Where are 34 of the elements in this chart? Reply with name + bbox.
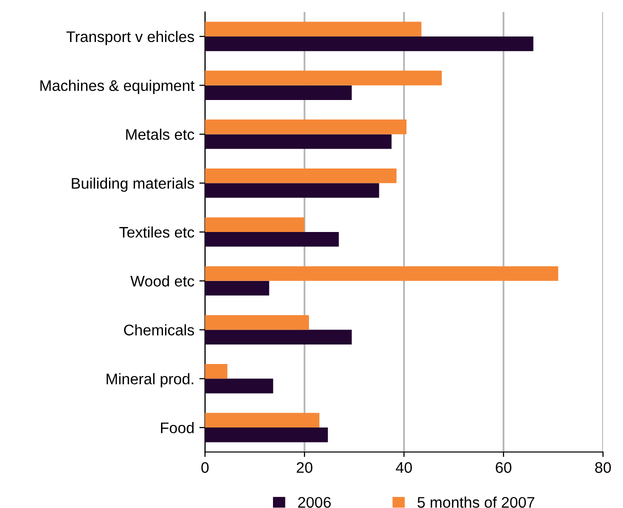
y-tick-label: Chemicals — [124, 324, 194, 336]
bar — [205, 378, 274, 394]
bar — [205, 70, 442, 86]
y-tick-label: Textiles etc — [119, 226, 194, 238]
y-tick-label: Machines & equipment — [40, 80, 194, 94]
y-tick-label: Metals etc — [126, 128, 194, 140]
bar — [205, 315, 309, 330]
x-tick-label: 20 — [296, 462, 312, 473]
legend-label: 2006 — [298, 496, 331, 508]
y-tick-label: Food — [161, 422, 194, 434]
legend-label: 5 months of 2007 — [418, 496, 534, 508]
y-tick-label: Builiding materials — [72, 178, 194, 192]
y-tick-label: Mineral prod. — [106, 373, 194, 388]
bar — [205, 120, 406, 134]
bar — [205, 183, 380, 198]
y-tick-label: Transport v ehicles — [66, 30, 194, 46]
bar — [205, 232, 339, 247]
x-tick-label: 0 — [201, 462, 209, 473]
bar — [205, 217, 304, 232]
bar — [205, 85, 352, 100]
y-tick-label: Wood etc — [130, 275, 194, 287]
bar — [205, 412, 320, 428]
x-tick-label: 40 — [396, 462, 412, 473]
bar — [205, 22, 422, 36]
x-tick-label: 80 — [595, 462, 611, 473]
bar — [205, 134, 392, 149]
bar — [205, 428, 328, 442]
bar — [205, 280, 270, 296]
x-tick-label: 60 — [496, 462, 512, 473]
bar — [205, 364, 228, 379]
bar — [205, 266, 558, 281]
bar — [205, 168, 397, 184]
bar — [205, 330, 352, 344]
bar — [205, 36, 534, 52]
